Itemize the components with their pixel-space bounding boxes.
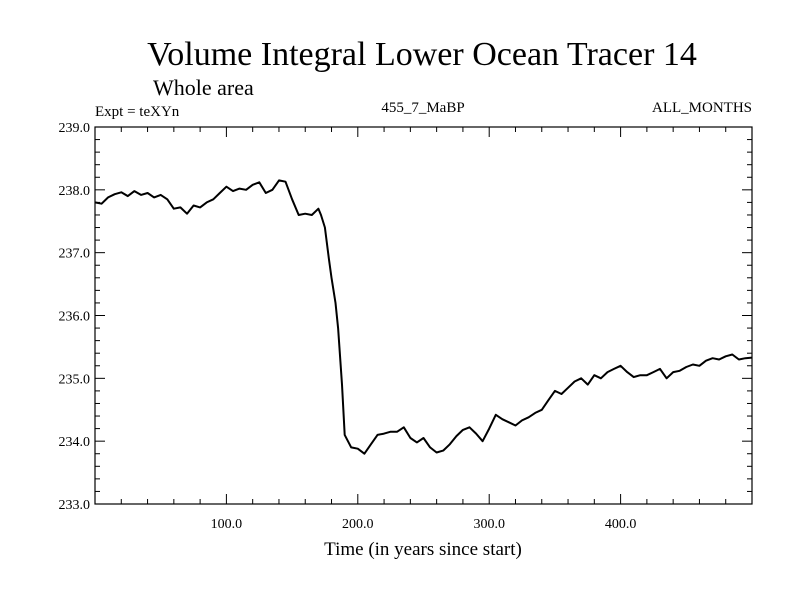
center-label: 455_7_MaBP (381, 100, 464, 116)
chart-title: Volume Integral Lower Ocean Tracer 14 (147, 36, 697, 73)
x-tick-label: 300.0 (473, 517, 505, 532)
y-tick-label: 236.0 (59, 310, 91, 325)
plot-frame (94, 126, 753, 505)
right-label: ALL_MONTHS (652, 100, 752, 116)
axis-tick-labels: 233.0 234.0 235.0 236.0 237.0 238.0 239.0 100.0… (59, 121, 637, 532)
x-tick-label: 400.0 (605, 517, 637, 532)
y-tick-label: 237.0 (59, 247, 91, 262)
y-tick-label: 235.0 (59, 372, 91, 387)
y-tick-label: 239.0 (59, 121, 91, 136)
axis-ticks (95, 126, 752, 505)
x-tick-label: 200.0 (342, 517, 374, 532)
y-tick-label: 233.0 (59, 498, 91, 513)
chart-subtitle: Whole area (153, 75, 254, 100)
expt-label: Expt = teXYn (95, 104, 180, 120)
data-series-line (94, 179, 753, 455)
x-axis-label: Time (in years since start) (324, 539, 522, 560)
y-tick-label: 238.0 (59, 184, 91, 199)
x-tick-label: 100.0 (211, 517, 243, 532)
y-tick-label: 234.0 (59, 435, 91, 450)
